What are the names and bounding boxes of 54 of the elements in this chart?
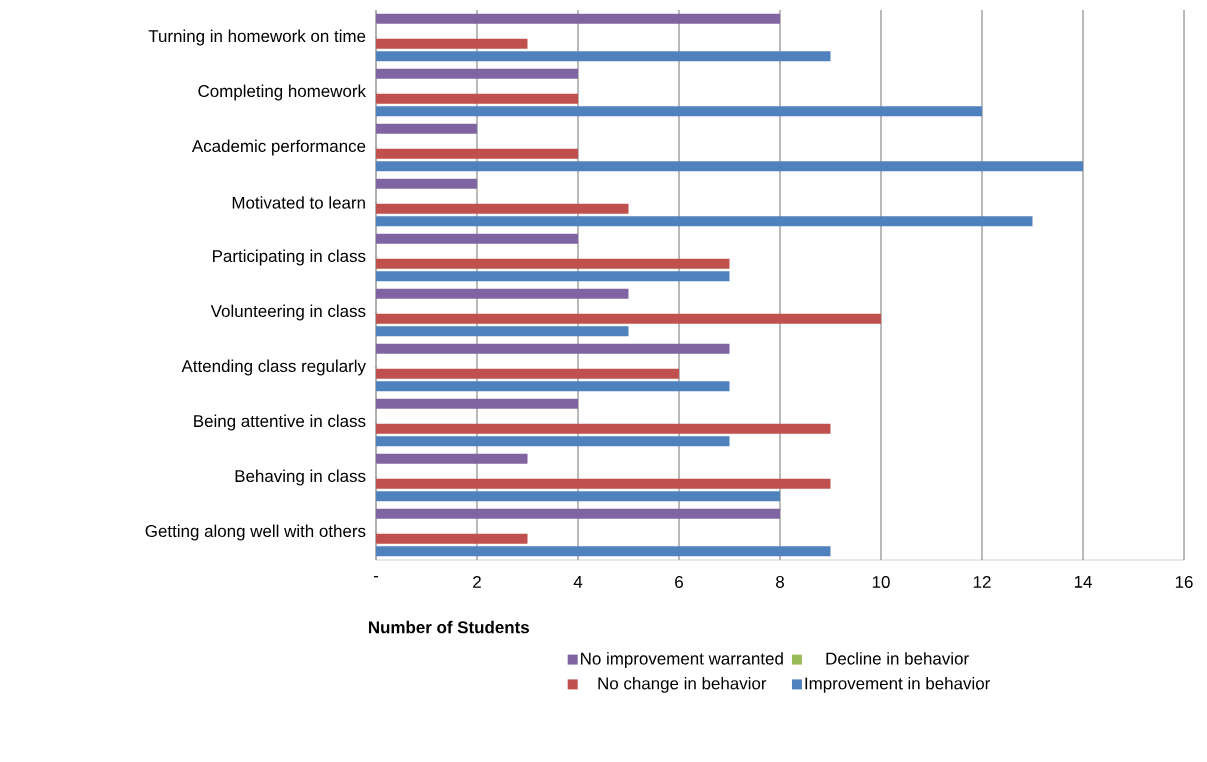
x-tick-label: 14 — [1074, 575, 1092, 588]
bar — [376, 313, 882, 324]
legend-label: No improvement warranted — [581, 652, 783, 668]
y-tick-label: Behaving in class — [235, 469, 366, 486]
bar — [376, 343, 730, 354]
bar — [376, 423, 831, 434]
bar — [376, 38, 528, 49]
y-tick-label: Motivated to learn — [232, 196, 365, 209]
bar — [376, 508, 781, 519]
bar — [376, 546, 831, 557]
bar — [376, 106, 983, 117]
x-tick-label: 8 — [776, 575, 784, 588]
bar — [376, 381, 730, 392]
y-tick-label: Attending class regularly — [181, 359, 366, 376]
bar — [376, 436, 730, 447]
legend-label: No change in behavior — [598, 677, 767, 693]
bar — [376, 216, 1033, 227]
y-tick-label: Completing homework — [198, 84, 367, 101]
bar — [376, 51, 831, 62]
x-tick-label: - — [373, 575, 379, 578]
bar — [376, 258, 730, 269]
legend-label: Improvement in behavior — [805, 677, 990, 693]
bar — [376, 13, 781, 24]
bar — [376, 203, 629, 214]
bar — [376, 288, 629, 299]
bar — [376, 68, 578, 79]
y-tick-label: Being attentive in class — [194, 414, 366, 431]
x-tick-label: 10 — [872, 575, 890, 588]
x-tick-label: 16 — [1175, 575, 1193, 588]
y-tick-label: Academic performance — [191, 139, 366, 156]
x-axis-title: Number of Students — [368, 620, 529, 634]
bar — [376, 478, 831, 489]
bar — [376, 533, 528, 544]
x-tick-label: 4 — [573, 575, 583, 588]
bar — [376, 93, 578, 104]
bar — [376, 161, 1084, 172]
bar — [376, 368, 679, 379]
bar — [376, 326, 629, 337]
bar — [376, 491, 781, 502]
bar — [376, 148, 578, 159]
bar — [376, 398, 578, 409]
legend-label: Decline in behavior — [826, 652, 969, 665]
bar — [376, 178, 477, 189]
x-tick-label: 6 — [675, 575, 683, 588]
bar — [376, 123, 477, 134]
y-tick-label: Participating in class — [213, 249, 366, 266]
x-tick-label: 12 — [973, 575, 991, 588]
y-tick-label: Turning in homework on time — [148, 29, 366, 46]
bar — [376, 271, 730, 282]
y-tick-label: Volunteering in class — [210, 304, 366, 321]
bar — [376, 453, 528, 464]
y-tick-label: Getting along well with others — [145, 524, 366, 541]
x-tick-label: 2 — [473, 575, 481, 588]
bar — [376, 233, 578, 244]
